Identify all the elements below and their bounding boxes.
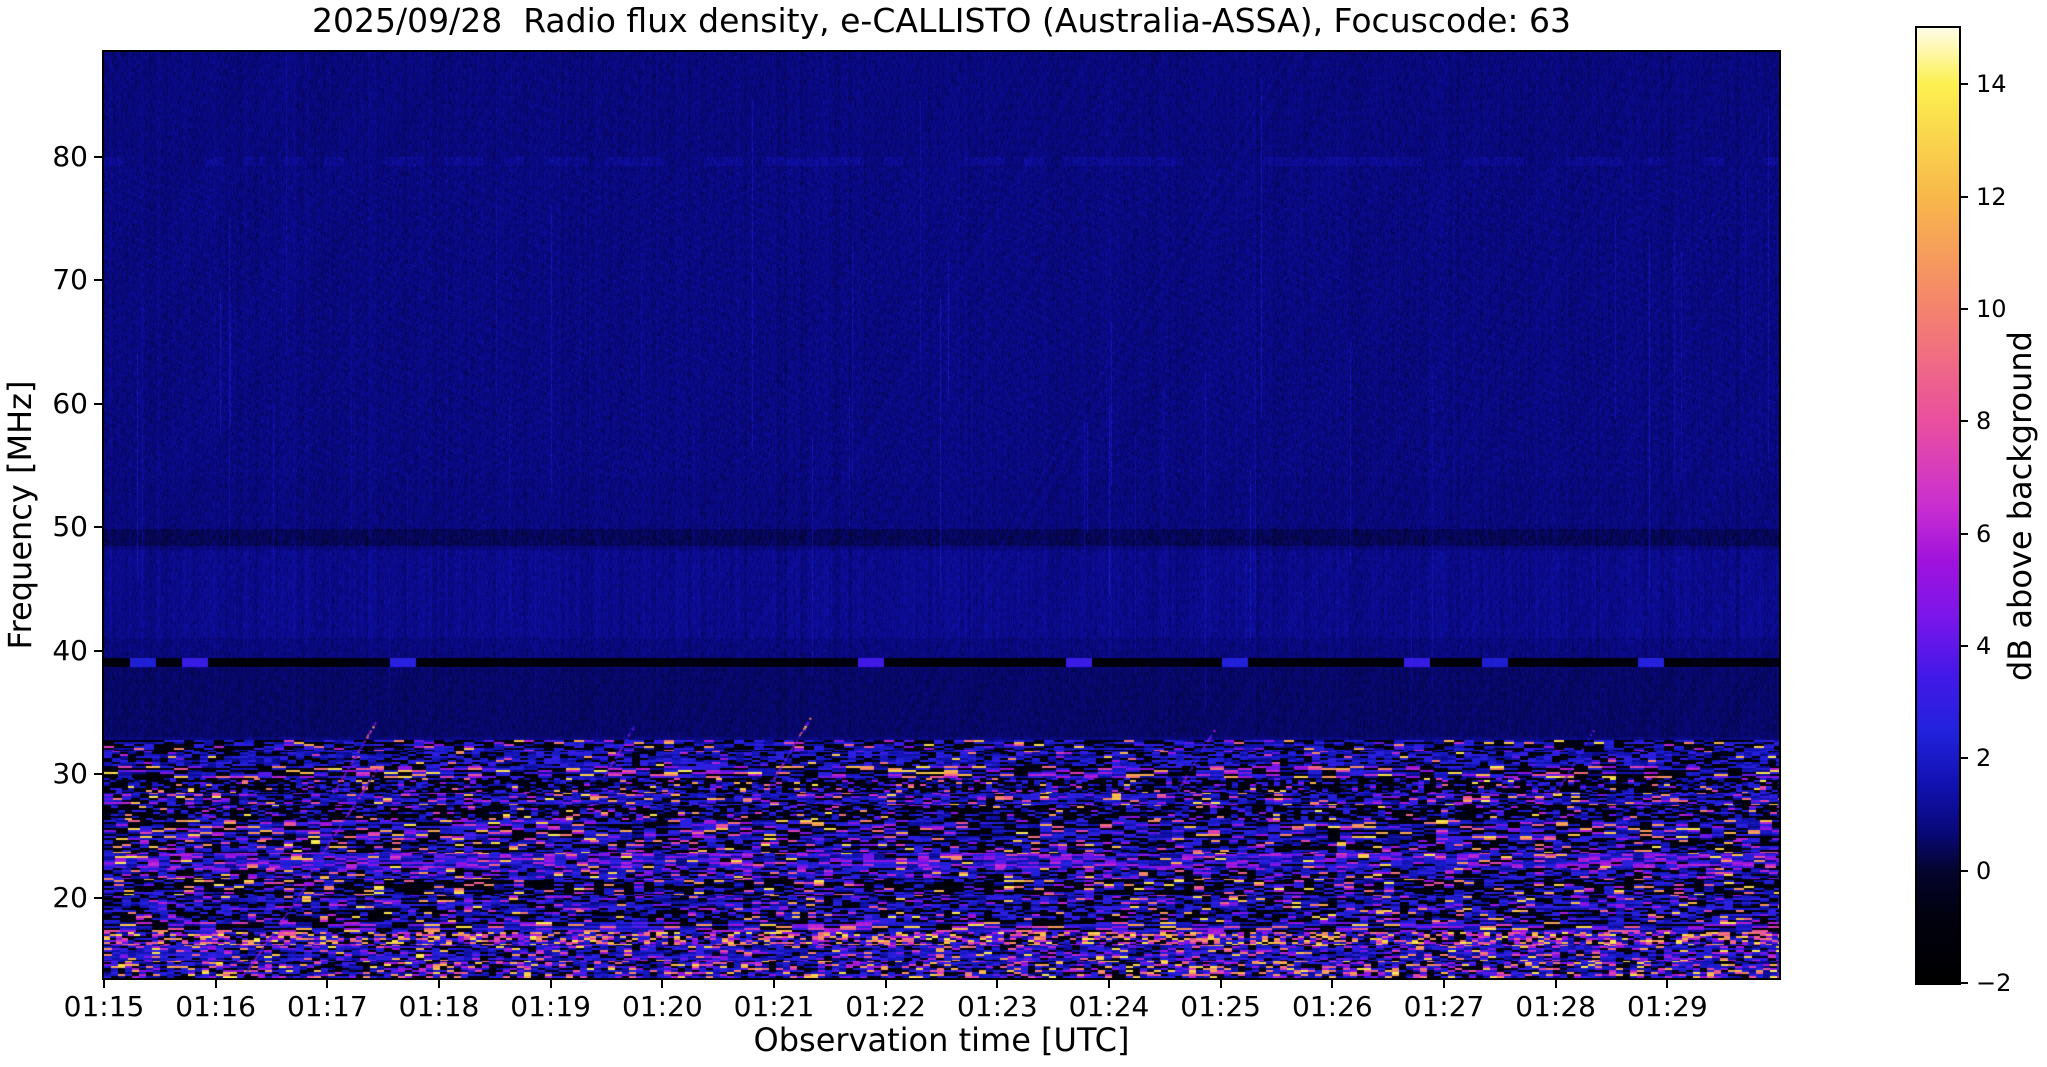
x-tick-label: 01:18 (398, 990, 480, 1023)
x-tick-mark (1331, 980, 1334, 988)
x-tick-mark (1108, 980, 1110, 988)
y-tick-label: 50 (52, 510, 88, 544)
x-tick-label: 01:17 (286, 990, 368, 1023)
y-tick-mark (94, 155, 102, 158)
x-tick-mark (1443, 980, 1445, 988)
x-tick-mark (1219, 980, 1222, 988)
colorbar-tick-label: 0 (1976, 856, 1992, 885)
x-tick-label: 01:23 (956, 990, 1038, 1023)
colorbar-label: dB above background (2001, 331, 2039, 681)
chart-title: 2025/09/28 Radio flux density, e-CALLIST… (312, 1, 1571, 40)
x-tick-label: 01:24 (1068, 990, 1150, 1023)
x-tick-label: 01:28 (1515, 990, 1596, 1023)
colorbar-gradient (1915, 26, 1961, 985)
colorbar-tick-mark (1961, 195, 1968, 198)
x-tick-mark (438, 980, 440, 988)
x-tick-label: 01:26 (1291, 990, 1373, 1023)
colorbar-tick-mark (1961, 532, 1968, 535)
x-tick-label: 01:15 (63, 990, 145, 1023)
x-tick-mark (549, 980, 552, 988)
colorbar-tick-mark (1961, 982, 1968, 984)
colorbar-tick-label: 2 (1976, 744, 1992, 773)
y-tick-mark (94, 649, 102, 652)
colorbar-tick-mark (1961, 869, 1968, 872)
y-tick-mark (94, 526, 102, 529)
x-tick-label: 01:21 (733, 990, 815, 1023)
x-tick-label: 01:27 (1403, 990, 1485, 1023)
y-tick-mark (94, 773, 102, 776)
y-tick-mark (94, 896, 102, 899)
x-tick-mark (326, 980, 329, 988)
colorbar-tick-mark (1961, 420, 1968, 423)
colorbar-tick-label: −2 (1976, 969, 2012, 997)
y-tick-mark (94, 279, 102, 282)
colorbar-tick-label: 6 (1976, 519, 1992, 548)
y-tick-label: 70 (52, 263, 88, 297)
y-tick-label: 30 (52, 757, 88, 791)
y-tick-label: 80 (52, 139, 88, 173)
x-tick-label: 01:22 (845, 990, 926, 1023)
x-tick-mark (1554, 980, 1557, 988)
colorbar-tick-label: 4 (1976, 631, 1992, 660)
y-tick-mark (94, 402, 102, 405)
x-tick-mark (661, 980, 664, 988)
colorbar-tick-mark (1961, 757, 1968, 760)
x-tick-label: 01:16 (175, 990, 256, 1023)
x-tick-label: 01:20 (621, 990, 703, 1023)
x-tick-mark (884, 980, 887, 988)
colorbar-tick-label: 10 (1976, 294, 2007, 323)
colorbar-tick-label: 14 (1976, 70, 2007, 99)
x-tick-mark (1666, 980, 1669, 988)
x-tick-mark (773, 980, 775, 988)
x-tick-mark (214, 980, 217, 988)
colorbar-tick-mark (1961, 83, 1968, 86)
y-tick-label: 20 (52, 880, 88, 914)
colorbar-tick-mark (1961, 644, 1968, 647)
colorbar-tick-label: 12 (1976, 182, 2007, 211)
x-tick-label: 01:25 (1180, 990, 1261, 1023)
spectrogram-plot-area (102, 50, 1781, 980)
y-tick-label: 40 (52, 633, 88, 667)
y-tick-label: 60 (52, 386, 88, 420)
spectrogram-canvas (104, 52, 1779, 978)
x-axis-label: Observation time [UTC] (753, 1021, 1130, 1059)
x-tick-label: 01:29 (1626, 990, 1708, 1023)
x-tick-mark (996, 980, 999, 988)
colorbar-tick-mark (1961, 307, 1968, 310)
x-tick-mark (103, 980, 105, 988)
colorbar-tick-label: 8 (1976, 407, 1992, 436)
x-tick-label: 01:19 (510, 990, 591, 1023)
